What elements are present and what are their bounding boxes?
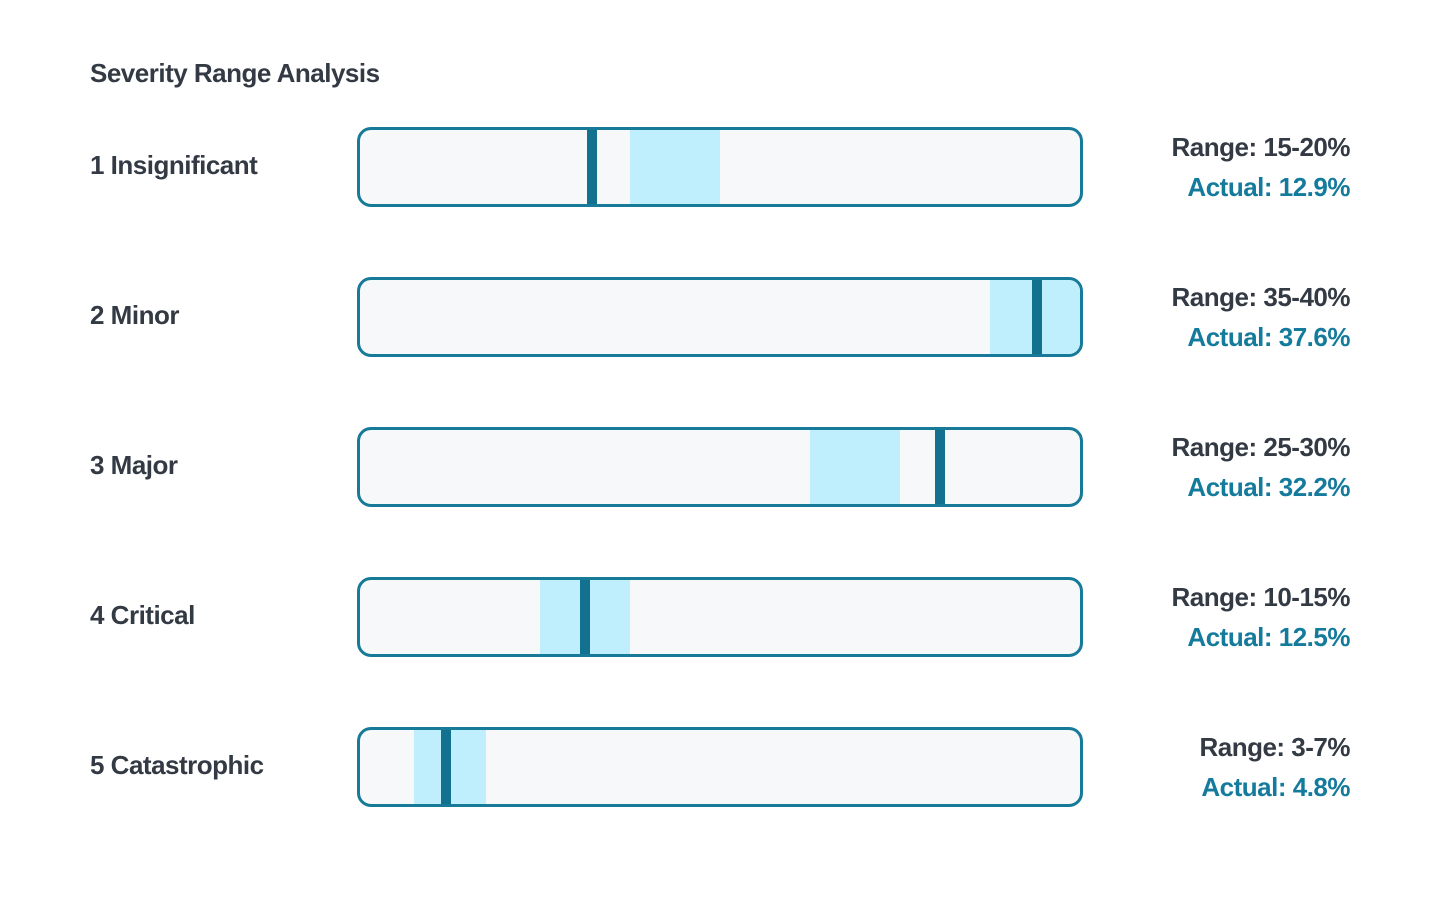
actual-text: Actual: 32.2% xyxy=(1187,472,1350,502)
range-track xyxy=(357,727,1083,807)
severity-row: 5 Catastrophic Range: 3-7% Actual: 4.8% xyxy=(0,727,1440,807)
range-track xyxy=(357,577,1083,657)
range-track xyxy=(357,127,1083,207)
chart-title: Severity Range Analysis xyxy=(90,58,380,88)
range-track xyxy=(357,427,1083,507)
severity-row: 1 Insignificant Range: 15-20% Actual: 12.9… xyxy=(0,127,1440,207)
severity-row: 4 Critical Range: 10-15% Actual: 12.5% xyxy=(0,577,1440,657)
range-text: Range: 35-40% xyxy=(1171,282,1351,312)
severity-label: 2 Minor xyxy=(90,300,179,330)
severity-label: 4 Critical xyxy=(90,600,195,630)
range-text: Range: 10-15% xyxy=(1171,582,1351,612)
value-readout: Range: 25-30% Actual: 32.2% xyxy=(1171,427,1351,507)
range-text: Range: 25-30% xyxy=(1171,432,1351,462)
severity-row: 2 Minor Range: 35-40% Actual: 37.6% xyxy=(0,277,1440,357)
actual-text: Actual: 4.8% xyxy=(1201,772,1350,802)
range-band xyxy=(810,430,900,504)
severity-row: 3 Major Range: 25-30% Actual: 32.2% xyxy=(0,427,1440,507)
actual-marker xyxy=(441,730,452,804)
value-readout: Range: 15-20% Actual: 12.9% xyxy=(1171,127,1351,207)
actual-marker xyxy=(587,130,598,204)
range-band xyxy=(630,130,720,204)
value-readout: Range: 10-15% Actual: 12.5% xyxy=(1171,577,1351,657)
value-readout: Range: 35-40% Actual: 37.6% xyxy=(1171,277,1351,357)
actual-marker xyxy=(580,580,590,654)
actual-text: Actual: 37.6% xyxy=(1187,322,1350,352)
range-text: Range: 15-20% xyxy=(1171,132,1351,162)
actual-marker xyxy=(934,430,945,504)
actual-text: Actual: 12.5% xyxy=(1187,622,1350,652)
severity-label: 3 Major xyxy=(90,450,178,480)
actual-text: Actual: 12.9% xyxy=(1187,172,1350,202)
value-readout: Range: 3-7% Actual: 4.8% xyxy=(1199,727,1350,807)
severity-label: 1 Insignificant xyxy=(90,150,258,180)
range-text: Range: 3-7% xyxy=(1199,732,1350,762)
actual-marker xyxy=(1031,280,1042,354)
severity-label: 5 Catastrophic xyxy=(90,750,264,780)
range-track xyxy=(357,277,1083,357)
